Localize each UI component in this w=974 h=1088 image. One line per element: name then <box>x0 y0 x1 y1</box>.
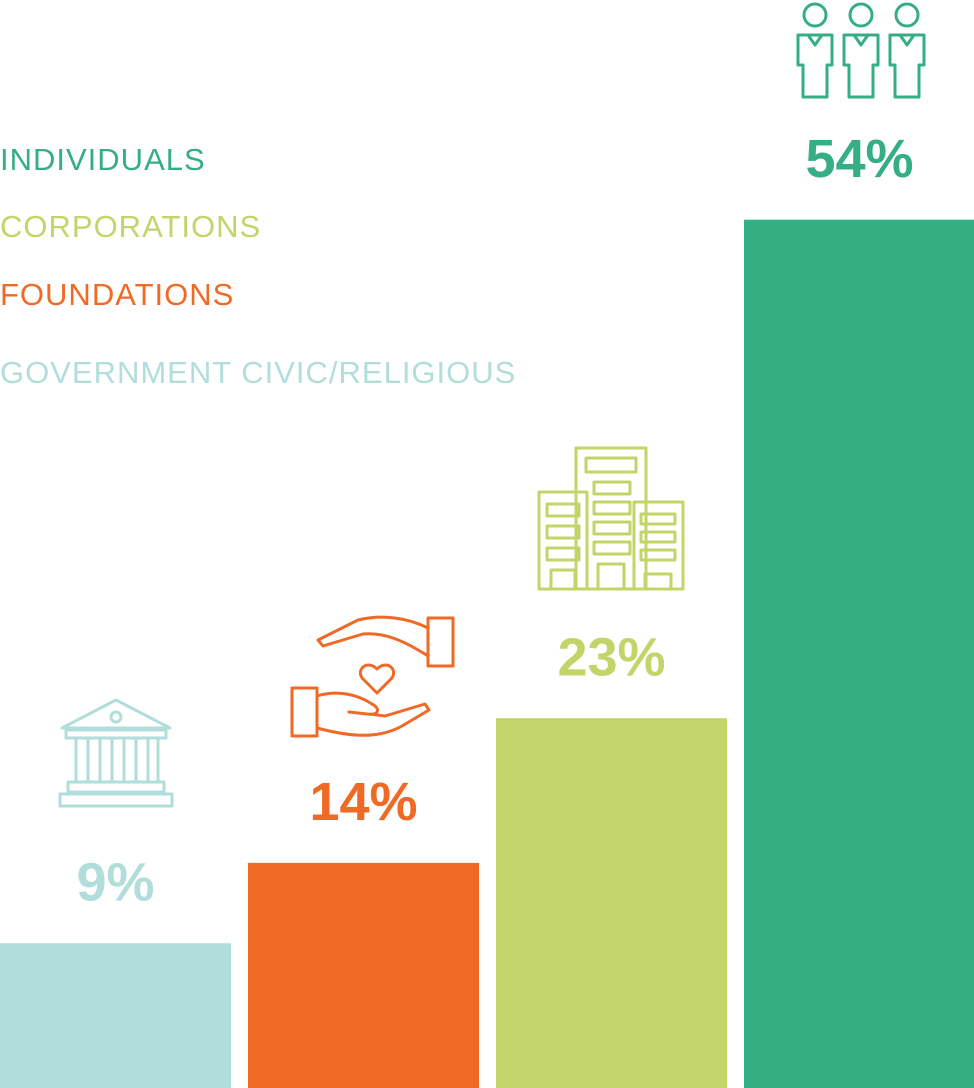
bar <box>0 943 231 1088</box>
value-label: 14% <box>309 772 417 832</box>
bank-icon <box>58 698 174 808</box>
legend-entry: INDIVIDUALS <box>0 142 206 177</box>
value-label: 23% <box>557 627 665 687</box>
value-label: 9% <box>76 853 154 913</box>
bar <box>744 219 974 1088</box>
legend-entry: CORPORATIONS <box>0 209 261 244</box>
bar <box>496 718 727 1088</box>
people-icon <box>796 2 926 99</box>
bar <box>248 862 479 1088</box>
hands-icon <box>290 615 455 738</box>
legend-entry: FOUNDATIONS <box>0 277 234 312</box>
legend-entry: GOVERNMENT CIVIC/RELIGIOUS <box>0 355 516 390</box>
value-label: 54% <box>805 129 913 189</box>
buildings-icon <box>537 446 685 591</box>
